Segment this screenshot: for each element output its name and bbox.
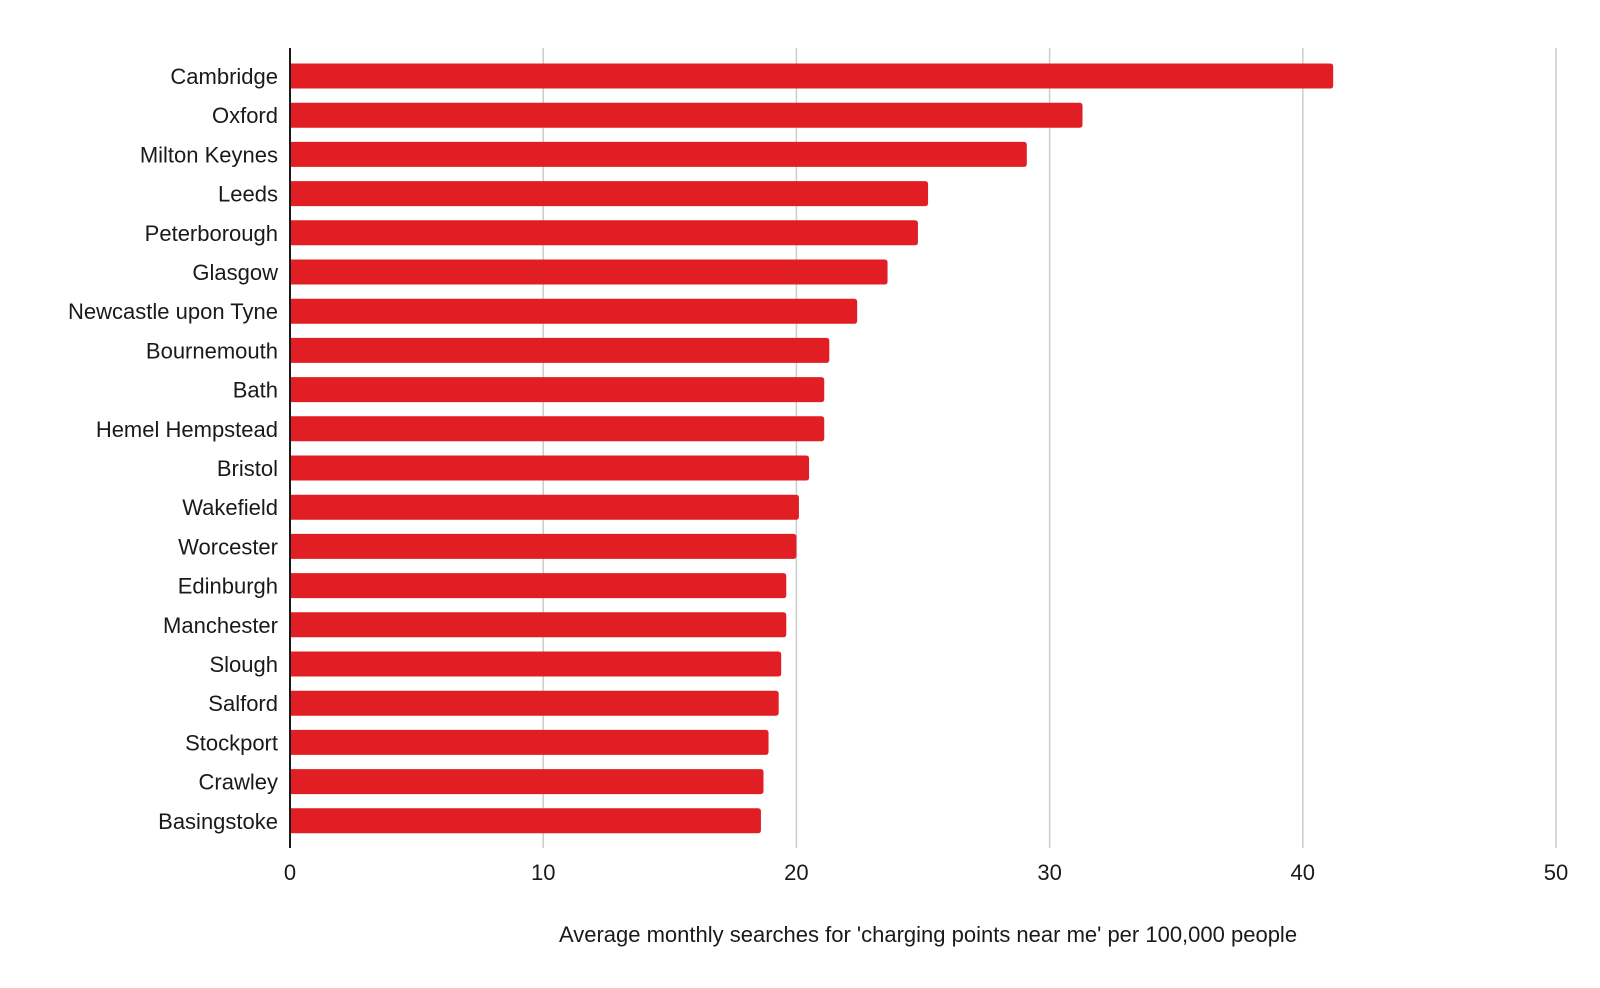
bar-glasgow <box>290 259 888 285</box>
bar-peterborough <box>290 220 918 246</box>
bar-oxford <box>290 102 1083 128</box>
category-label: Cambridge <box>170 64 278 89</box>
bar-crawley <box>290 769 764 795</box>
bar-milton-keynes <box>290 141 1027 167</box>
x-tick-label: 30 <box>1037 860 1061 885</box>
bar-edinburgh <box>290 573 787 599</box>
bar-manchester <box>290 612 787 638</box>
category-label: Bath <box>233 378 278 403</box>
bars <box>290 63 1334 834</box>
category-label: Wakefield <box>182 495 278 520</box>
x-axis-title: Average monthly searches for 'charging p… <box>559 922 1297 947</box>
category-label: Manchester <box>163 613 278 638</box>
category-labels: Cambridge Oxford Milton Keynes Leeds Peterbo… <box>68 64 278 834</box>
bar-leeds <box>290 181 929 207</box>
category-label: Leeds <box>218 182 278 207</box>
bar-slough <box>290 651 782 677</box>
category-label: Bournemouth <box>146 338 278 363</box>
category-label: Peterborough <box>145 221 278 246</box>
category-label: Slough <box>209 652 278 677</box>
category-label: Stockport <box>185 730 278 755</box>
category-label: Salford <box>208 691 278 716</box>
bar-bristol <box>290 455 810 481</box>
gridlines <box>542 48 1557 848</box>
bar-wakefield <box>290 494 799 520</box>
category-label: Glasgow <box>192 260 278 285</box>
x-tick-label: 50 <box>1544 860 1568 885</box>
category-label: Worcester <box>178 534 278 559</box>
bar-worcester <box>290 533 797 559</box>
category-label: Bristol <box>217 456 278 481</box>
x-tick-label: 0 <box>284 860 296 885</box>
x-tick-label: 10 <box>531 860 555 885</box>
bar-salford <box>290 690 779 716</box>
bar-bournemouth <box>290 337 830 363</box>
bar-newcastle-upon-tyne <box>290 298 858 324</box>
category-label: Edinburgh <box>178 574 278 599</box>
bar-bath <box>290 377 825 403</box>
bar-stockport <box>290 729 769 755</box>
tick-labels: 0 10 20 30 40 50 <box>284 860 1568 885</box>
category-label: Oxford <box>212 103 278 128</box>
bar-hemel-hempstead <box>290 416 825 442</box>
x-tick-label: 20 <box>784 860 808 885</box>
x-tick-label: 40 <box>1291 860 1315 885</box>
category-label: Newcastle upon Tyne <box>68 299 278 324</box>
category-label: Crawley <box>199 770 278 795</box>
category-label: Hemel Hempstead <box>96 417 278 442</box>
bar-cambridge <box>290 63 1334 89</box>
category-label: Basingstoke <box>158 809 278 834</box>
category-label: Milton Keynes <box>140 142 278 167</box>
bar-basingstoke <box>290 808 761 834</box>
